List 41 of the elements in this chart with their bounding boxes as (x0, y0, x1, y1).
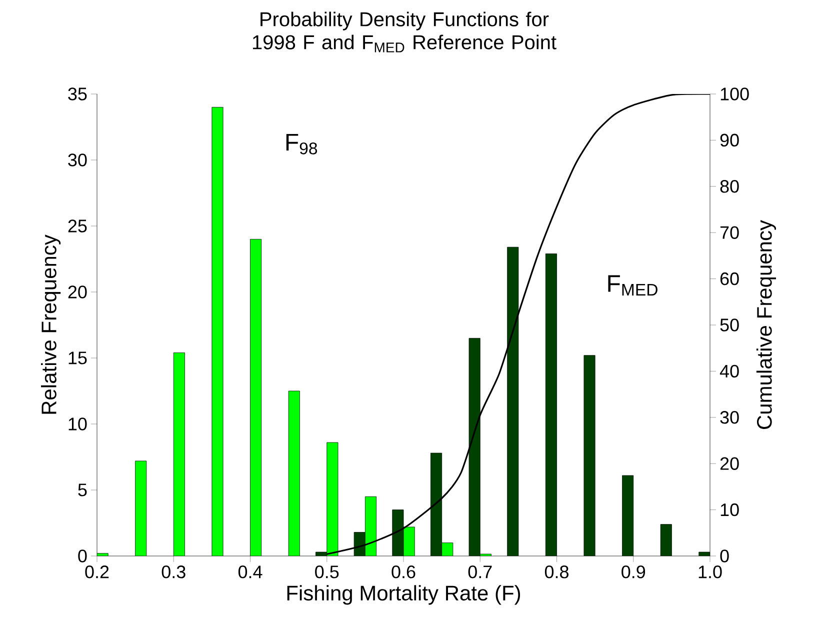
bar (507, 247, 518, 556)
bar (660, 524, 672, 556)
y2-tick-label: 10 (720, 503, 739, 516)
bar (584, 355, 596, 556)
x-tick-label: 0.8 (544, 566, 568, 578)
text: F$_{MED}$ (608, 275, 658, 296)
x-tick-label: 0.4 (238, 566, 262, 578)
bar (430, 453, 442, 556)
y2-tick-label: 20 (720, 457, 739, 470)
x-tick-label: 1.0 (698, 566, 722, 578)
y-tick-label: 0 (78, 550, 87, 562)
y-tick-label: 30 (68, 154, 87, 166)
bar (469, 338, 480, 556)
bar (546, 254, 557, 556)
x-tick-label: 0.9 (622, 566, 646, 578)
y2-tick-label: 90 (720, 134, 739, 147)
text: F$_{98}$ (286, 134, 318, 154)
y2-tick-label: 100 (720, 88, 749, 100)
y-tick-label: 25 (68, 220, 87, 232)
y2-tick-label: 80 (720, 180, 739, 193)
y2-axis-title: Cumulative Frequency (756, 220, 776, 429)
bar (622, 475, 634, 556)
x-tick-label: 0.2 (85, 566, 109, 578)
y2-tick-label: 70 (720, 226, 739, 239)
y2-tick-label: 60 (720, 272, 739, 286)
y2-tick-label: 40 (720, 364, 739, 378)
chart-title: Probability Density Functions for 1998 F and F$_{MED}$ Reference Point (252, 12, 556, 52)
y-tick-label: 10 (68, 418, 87, 430)
x-axis-title: Fishing Mortality Rate (F) (287, 585, 520, 605)
y-tick-label: 35 (68, 88, 87, 100)
y2-tick-label: 50 (720, 318, 739, 332)
y2-tick-label: 0 (720, 550, 729, 562)
y-tick-label: 20 (68, 286, 87, 298)
y2-tick-label: 30 (720, 411, 739, 424)
x-tick-label: 0.5 (315, 566, 339, 578)
x-tick-label: 0.6 (392, 566, 416, 578)
x-tick-label: 0.3 (162, 566, 186, 578)
x-tick-label: 0.7 (468, 566, 492, 578)
y-tick-label: 15 (68, 352, 87, 364)
y-tick-label: 5 (78, 484, 87, 496)
y-axis-title: Relative Frequency (41, 234, 61, 414)
